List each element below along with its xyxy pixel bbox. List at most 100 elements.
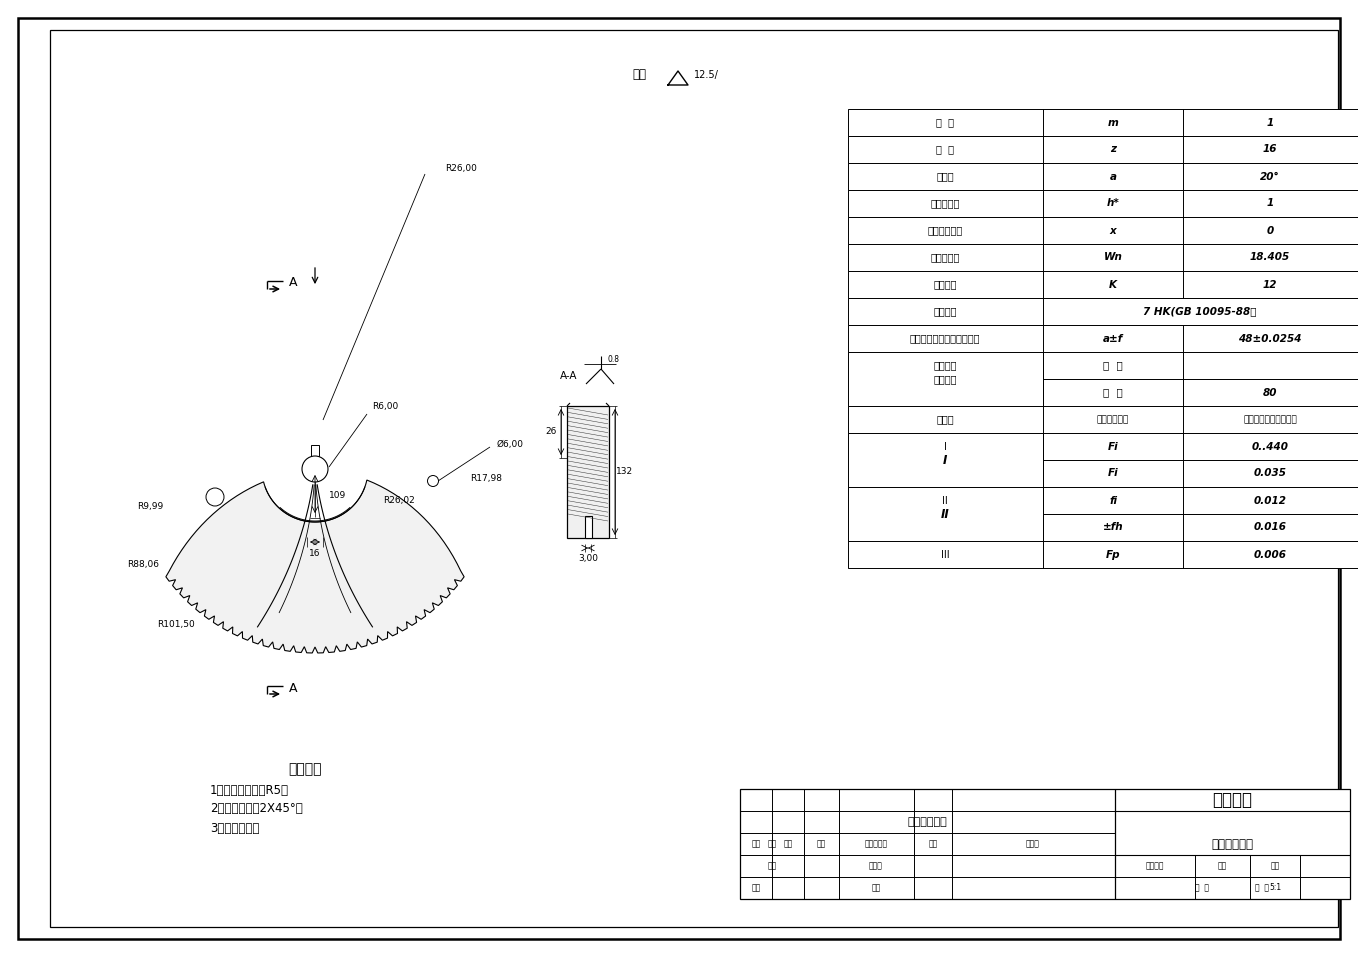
- Text: 2，未注倒角为2X45°。: 2，未注倒角为2X45°。: [210, 803, 303, 815]
- Text: 更改文件号: 更改文件号: [865, 839, 888, 849]
- Bar: [847, 190, 1358, 217]
- Text: I: I: [944, 441, 947, 452]
- Text: 配对齿轮: 配对齿轮: [933, 374, 957, 384]
- Bar: [847, 379, 1358, 406]
- Text: 其余: 其余: [631, 69, 646, 81]
- Text: 标准化: 标准化: [869, 861, 883, 871]
- Text: 109: 109: [329, 491, 346, 500]
- Text: 18.405: 18.405: [1249, 253, 1290, 262]
- Text: 0: 0: [1267, 226, 1274, 235]
- Text: 5:1: 5:1: [1268, 883, 1281, 893]
- Text: 压力角: 压力角: [936, 171, 953, 182]
- Text: （材料名称）: （材料名称）: [907, 817, 947, 827]
- Text: II: II: [942, 496, 948, 505]
- Bar: [568, 406, 608, 538]
- Text: 径向变位系数: 径向变位系数: [928, 226, 963, 235]
- Text: R101,50: R101,50: [158, 619, 194, 629]
- Text: R26,00: R26,00: [445, 165, 477, 173]
- Text: 模  数: 模 数: [936, 118, 955, 127]
- Text: Fp: Fp: [1105, 549, 1120, 560]
- Text: 16: 16: [310, 549, 320, 559]
- Text: K: K: [1109, 279, 1118, 290]
- Text: Fi: Fi: [1108, 441, 1118, 452]
- Text: 检验项目代号: 检验项目代号: [1097, 415, 1128, 424]
- Text: 质量: 质量: [1217, 861, 1226, 871]
- Bar: [847, 487, 1358, 514]
- Text: A-A: A-A: [559, 371, 577, 381]
- Text: 分区: 分区: [816, 839, 826, 849]
- Text: A: A: [289, 681, 297, 695]
- Text: R88,06: R88,06: [128, 560, 159, 568]
- Text: 7 HK(GB 10095-88）: 7 HK(GB 10095-88）: [1143, 306, 1256, 317]
- Bar: [847, 487, 1043, 541]
- Text: 齿顶高系数: 齿顶高系数: [930, 198, 960, 209]
- Bar: [847, 271, 1358, 298]
- Text: 1，未注圆角半径R5。: 1，未注圆角半径R5。: [210, 784, 289, 796]
- Text: ±fh: ±fh: [1103, 523, 1123, 532]
- Text: 16: 16: [1263, 145, 1278, 154]
- Text: R6,00: R6,00: [372, 403, 398, 412]
- Text: a±f: a±f: [1103, 333, 1123, 344]
- Text: 3,00: 3,00: [579, 553, 598, 563]
- Text: R9,99: R9,99: [137, 502, 163, 511]
- Text: III: III: [941, 549, 949, 560]
- Text: 比例: 比例: [1270, 861, 1279, 871]
- Text: h*: h*: [1107, 198, 1119, 209]
- Text: 1: 1: [1267, 118, 1274, 127]
- Circle shape: [206, 488, 224, 506]
- Text: 第  张: 第 张: [1255, 883, 1268, 893]
- Text: fi: fi: [1109, 496, 1118, 505]
- Bar: [847, 433, 1043, 487]
- Bar: [847, 460, 1358, 487]
- Bar: [847, 325, 1358, 352]
- Text: 设计: 设计: [767, 861, 777, 871]
- Circle shape: [428, 476, 439, 486]
- Text: a: a: [1109, 171, 1116, 182]
- Bar: [847, 163, 1358, 190]
- Text: 审核: 审核: [751, 839, 760, 849]
- Text: 工艺: 工艺: [751, 883, 760, 893]
- Text: Fi: Fi: [1108, 469, 1118, 478]
- Text: 0..440: 0..440: [1252, 441, 1289, 452]
- Text: 12.5/: 12.5/: [694, 70, 718, 80]
- Circle shape: [301, 456, 329, 482]
- Text: 共  张: 共 张: [1195, 883, 1209, 893]
- Text: 齿  数: 齿 数: [1103, 388, 1123, 397]
- Text: 0.035: 0.035: [1253, 469, 1286, 478]
- Text: 48±0.0254: 48±0.0254: [1238, 333, 1302, 344]
- Text: 0.016: 0.016: [1253, 523, 1286, 532]
- Text: A: A: [289, 277, 297, 290]
- Text: 精度等级: 精度等级: [933, 306, 957, 317]
- Text: 审定编号: 审定编号: [1146, 861, 1164, 871]
- Text: （图纸编号）: （图纸编号）: [1211, 837, 1253, 851]
- Bar: [311, 445, 319, 459]
- Text: z: z: [1109, 145, 1116, 154]
- Text: 132: 132: [617, 468, 634, 477]
- Text: 批准: 批准: [872, 883, 880, 893]
- Text: 26: 26: [546, 428, 557, 436]
- Text: Wn: Wn: [1104, 253, 1123, 262]
- Text: II: II: [941, 507, 949, 521]
- Text: 标记: 标记: [767, 839, 777, 849]
- Text: 齿  数: 齿 数: [936, 145, 955, 154]
- Bar: [585, 516, 592, 538]
- Bar: [847, 136, 1358, 163]
- Bar: [847, 244, 1358, 271]
- Polygon shape: [166, 480, 464, 653]
- Text: 跨测齿数: 跨测齿数: [933, 279, 957, 290]
- Text: 齿轮副中心距及其极限偏差: 齿轮副中心距及其极限偏差: [910, 333, 980, 344]
- Bar: [847, 298, 1358, 325]
- Text: R26,02: R26,02: [383, 497, 414, 505]
- Bar: [847, 406, 1358, 433]
- Bar: [847, 433, 1358, 460]
- Text: 0.8: 0.8: [608, 355, 621, 365]
- Text: 3，清除毛刺。: 3，清除毛刺。: [210, 821, 259, 835]
- Text: x: x: [1109, 226, 1116, 235]
- Text: 扇形齿板: 扇形齿板: [1211, 791, 1252, 809]
- Bar: [847, 541, 1358, 568]
- Bar: [847, 217, 1358, 244]
- Text: 公差（或极限偏差）值: 公差（或极限偏差）值: [1243, 415, 1297, 424]
- Text: 1: 1: [1267, 198, 1274, 209]
- Bar: [847, 352, 1043, 406]
- Text: 公差组: 公差组: [936, 414, 953, 425]
